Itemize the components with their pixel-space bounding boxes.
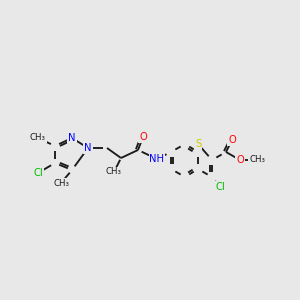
Text: N: N [84, 143, 92, 153]
Text: CH₃: CH₃ [53, 178, 69, 188]
Text: NH: NH [149, 154, 164, 164]
Text: O: O [139, 132, 147, 142]
Text: CH₃: CH₃ [249, 155, 265, 164]
Text: O: O [228, 135, 236, 145]
Text: CH₃: CH₃ [106, 167, 122, 176]
Text: N: N [68, 133, 76, 143]
Text: CH₃: CH₃ [30, 134, 46, 142]
Text: S: S [195, 139, 201, 149]
Text: Cl: Cl [33, 168, 43, 178]
Text: O: O [236, 155, 244, 165]
Text: Cl: Cl [215, 182, 225, 192]
